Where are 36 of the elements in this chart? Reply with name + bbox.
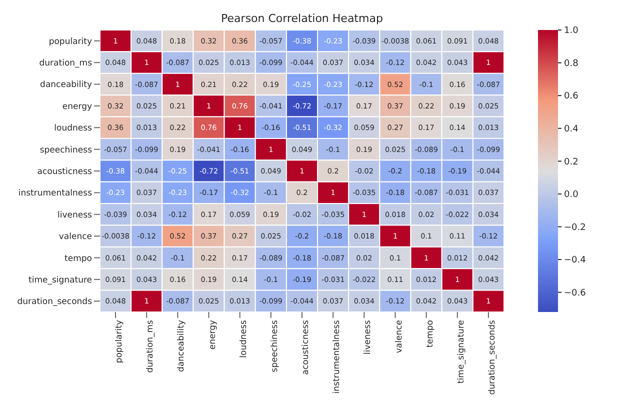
x-tick-label: duration_seconds <box>487 319 498 395</box>
x-tick-label: danceability <box>176 320 187 372</box>
x-tick-label: instrumentalness <box>332 319 342 394</box>
x-tick-label: popularity <box>114 320 125 364</box>
y-tick-label: loudness <box>54 124 93 134</box>
y-tick-label: popularity <box>48 36 92 47</box>
x-tick-label: loudness <box>238 319 249 358</box>
x-tick-label: tempo <box>425 320 436 348</box>
color-bar-label: 0.2 <box>564 157 578 168</box>
color-bar-label: 0.8 <box>564 58 579 69</box>
x-tick-label: energy <box>208 320 218 350</box>
x-tick-label: liveness <box>363 319 374 354</box>
color-bar-label: −0.4 <box>564 256 586 266</box>
y-tick-label: speechiness <box>40 145 93 156</box>
y-tick-label: acousticness <box>37 167 93 178</box>
color-bar-label: −0.2 <box>564 222 586 233</box>
y-tick-label: duration_seconds <box>17 297 93 308</box>
color-bar-label: −0.6 <box>564 288 586 298</box>
chart-title: Pearson Correlation Heatmap <box>220 12 384 25</box>
color-bar-label: 0.0 <box>564 190 579 200</box>
x-tick-label: time_signature <box>456 320 466 384</box>
y-tick-label: instrumentalness <box>18 188 93 199</box>
y-tick-label: tempo <box>64 254 92 264</box>
y-tick-label: valence <box>58 232 92 242</box>
x-tick-label: acousticness <box>301 319 312 375</box>
y-tick-label: duration_ms <box>39 58 93 69</box>
x-tick-label: speechiness <box>270 319 280 372</box>
color-bar-label: 1.0 <box>564 26 579 36</box>
y-tick-label: liveness <box>58 210 93 220</box>
color-bar-label: 0.4 <box>564 124 579 135</box>
y-tick-label: energy <box>62 102 92 112</box>
x-tick-label: duration_ms <box>146 319 156 373</box>
y-tick-label: time_signature <box>28 275 92 286</box>
y-tick-label: danceability <box>40 80 92 90</box>
x-tick-label: valence <box>394 320 404 354</box>
color-bar-label: 0.6 <box>564 92 579 102</box>
